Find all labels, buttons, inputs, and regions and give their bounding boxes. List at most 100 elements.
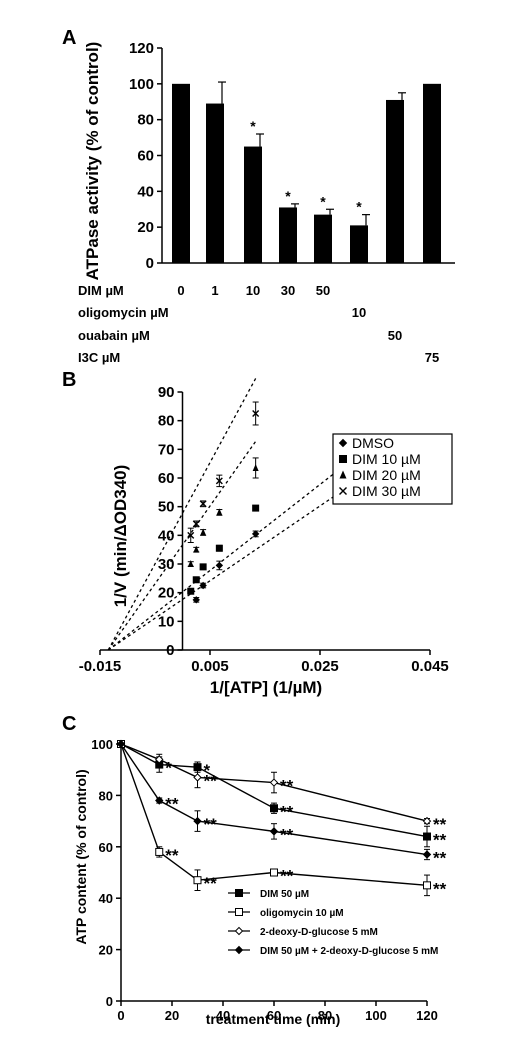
panel-a-row-value: 10	[352, 305, 366, 320]
panel-b-point	[199, 500, 207, 508]
panel-c-ytick-label: 0	[106, 994, 113, 1009]
panel-c-xtick-label: 60	[267, 1008, 281, 1023]
panel-a-significance: *	[356, 199, 362, 215]
panel-b-point	[252, 504, 260, 512]
panel-b-xtick-label: 0.005	[191, 658, 229, 675]
panel-b-point	[199, 581, 207, 590]
panel-c-xtick-label: 100	[365, 1008, 387, 1023]
panel-c-point	[269, 827, 279, 836]
panel-a-ytick-label: 60	[137, 148, 154, 165]
panel-c-ytick-label: 20	[99, 943, 113, 958]
panel-a-bar	[279, 207, 297, 263]
panel-c-legend-marker	[234, 945, 244, 955]
panel-b-trendline	[107, 474, 367, 651]
panel-c-significance: *	[165, 759, 172, 778]
panel-c-significance: *	[204, 761, 211, 780]
panel-b-point	[215, 477, 223, 485]
panel-b-point	[199, 563, 207, 571]
panel-b-point-stroke-b	[252, 410, 260, 417]
panel-b-point-stroke-b	[192, 520, 200, 528]
panel-a-significance: *	[285, 188, 291, 204]
panel-a-bar	[314, 214, 332, 263]
panel-c-point	[155, 847, 164, 856]
panel-c-point	[423, 832, 431, 841]
panel-b-ytick-label: 20	[158, 585, 175, 602]
panel-a-ytick-label: 40	[137, 183, 154, 200]
panel-a-row-value: 75	[425, 350, 439, 365]
panel-a-bar	[423, 83, 441, 263]
panel-b-legend-marker	[339, 487, 347, 495]
panel-a-row-label: I3C µM	[78, 350, 120, 365]
panel-b-point	[187, 560, 194, 567]
panel-a-ytick-label: 120	[129, 40, 154, 57]
panel-c-point	[269, 778, 279, 787]
panel-b-axes: 0 10 20 30 40 50 60 70 80 90 -0.015 0.005 0.025 0.045	[79, 384, 449, 675]
panel-c: C ATP content (% of control) treatment t…	[62, 713, 447, 1027]
panel-b-point	[200, 528, 207, 536]
panel-b-point	[192, 596, 200, 604]
panel-letter-b: B	[62, 369, 76, 391]
panel-c-ytick-label: 80	[99, 788, 113, 803]
panel-b-point	[187, 531, 195, 539]
panel-letter-c: C	[62, 713, 76, 735]
panel-c-xtick-label: 80	[318, 1008, 332, 1023]
panel-c-ylabel: ATP content (% of control)	[73, 769, 89, 944]
panel-b-trendline	[107, 448, 367, 651]
panel-b-point	[192, 520, 200, 528]
panel-c-xlabel: treatment time (min)	[206, 1011, 341, 1027]
panel-a-row-label: DIM µM	[78, 283, 124, 298]
panel-c-significance: **	[433, 831, 447, 850]
panel-a-significance: *	[320, 193, 326, 209]
panel-a-bar	[206, 103, 224, 264]
panel-a-ytick-label: 0	[146, 255, 154, 272]
panel-b-point	[216, 508, 223, 516]
panel-a-treatment-table: DIM µM 0 1 10 30 50 oligomycin µM 10 ouabain µM 5…	[78, 283, 439, 365]
panel-b-ytick-label: 90	[158, 384, 175, 401]
panel-b-ytick-label: 50	[158, 499, 175, 516]
panel-b-point	[252, 410, 260, 417]
panel-c-plot: * ********* ****** ************	[116, 739, 447, 898]
panel-c-point	[423, 881, 431, 890]
panel-a-ytick-label: 80	[137, 112, 154, 129]
panel-b: B 1/V (min/ΔOD340) 1/[ATP] (1/µM) 0 10 20 3…	[62, 369, 453, 697]
panel-b-point	[187, 587, 195, 595]
panel-b-xtick-label: 0.025	[301, 658, 339, 675]
panel-b-legend-label: DIM 30 µM	[352, 483, 421, 499]
panel-c-significance: **	[433, 879, 447, 898]
panel-c-significance: **	[280, 825, 294, 844]
panel-c-xtick-label: 40	[216, 1008, 230, 1023]
panel-b-legend-marker	[339, 455, 347, 463]
panel-b-ytick-label: 10	[158, 613, 175, 630]
panel-c-significance: **	[165, 795, 179, 814]
panel-c-legend-label: 2-deoxy-D-glucose 5 mM	[260, 927, 378, 938]
panel-b-ylabel: 1/V (min/ΔOD340)	[111, 465, 130, 608]
panel-a-bar	[172, 83, 190, 263]
panel-c-ytick-label: 40	[99, 891, 113, 906]
panel-b-legend-label: DMSO	[352, 435, 394, 451]
panel-c-point	[193, 773, 202, 782]
panel-b-ytick-label: 80	[158, 413, 175, 430]
panel-c-significance: **	[280, 777, 294, 796]
panel-c-point	[155, 755, 164, 764]
panel-a-row-label: oligomycin µM	[78, 305, 169, 320]
panel-c-ytick-label: 100	[91, 737, 113, 752]
panel-a-bars: * * * *	[172, 81, 441, 264]
panel-c-legend-label: DIM 50 µM + 2-deoxy-D-glucose 5 mM	[260, 946, 438, 957]
panel-a-row-value: 10	[246, 283, 260, 298]
panel-c-significance: **	[165, 846, 179, 865]
panel-c-ytick-label: 60	[99, 840, 113, 855]
panel-c-point	[193, 876, 202, 885]
panel-b-point-stroke-b	[187, 531, 195, 539]
panel-c-point	[422, 850, 432, 859]
panel-a-bar	[350, 225, 368, 263]
panel-a-significance: *	[250, 118, 256, 134]
panel-b-ytick-label: 30	[158, 556, 175, 573]
panel-b-trendline	[107, 441, 257, 651]
panel-b-legend-box	[332, 433, 453, 505]
panel-c-legend-marker	[235, 908, 243, 916]
panel-c-axes: 0 20 40 60 80 100 0 20 40 60 80 100 120	[91, 737, 438, 1023]
panel-c-point	[116, 739, 126, 749]
panel-c-point	[270, 868, 278, 877]
